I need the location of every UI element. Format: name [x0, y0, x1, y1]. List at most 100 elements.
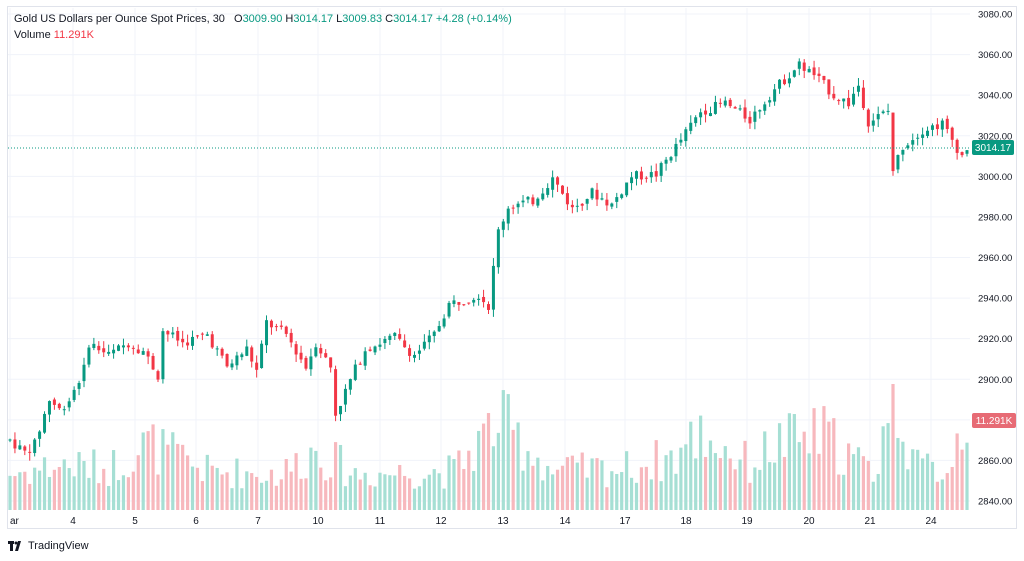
candle-body	[186, 342, 190, 346]
candle-body	[758, 110, 762, 112]
candle-body	[491, 265, 495, 310]
volume-bar	[541, 480, 545, 510]
candle-body	[117, 345, 121, 351]
volume-bar	[205, 454, 209, 510]
volume-value: 11.291K	[53, 29, 94, 41]
tradingview-attribution[interactable]: TradingView	[8, 540, 89, 552]
candle-body	[279, 325, 283, 327]
volume-bar	[363, 472, 367, 510]
candle-body	[620, 194, 624, 198]
volume-bar	[388, 475, 392, 510]
candle-body	[18, 445, 22, 450]
candle-body	[881, 111, 885, 114]
candle-body	[802, 62, 806, 71]
high-value: 3014.17	[293, 13, 334, 25]
x-tick-label: 5	[132, 516, 138, 527]
volume-bar	[279, 479, 283, 510]
candle-body	[945, 118, 949, 130]
candle-body	[378, 344, 382, 347]
y-tick-label: 2840.00	[978, 497, 1012, 508]
candle-body	[664, 159, 668, 164]
candle-body	[13, 439, 17, 449]
candle-body	[822, 75, 826, 81]
candle-body	[832, 93, 836, 99]
candle-body	[861, 87, 865, 109]
volume-bar	[343, 486, 348, 510]
candle-body	[334, 369, 338, 416]
last-volume-badge: 11.291K	[972, 413, 1016, 428]
volume-bar	[703, 456, 708, 510]
candle-body	[753, 111, 757, 122]
y-tick-label: 2900.00	[978, 375, 1012, 386]
candle-body	[585, 199, 589, 204]
candle-body	[654, 171, 658, 177]
candle-body	[269, 320, 273, 328]
candle-body	[812, 67, 816, 76]
candle-body	[329, 357, 333, 368]
volume-bar	[847, 443, 851, 510]
volume-bar	[57, 467, 61, 510]
volume-key[interactable]: Volume	[14, 29, 51, 41]
volume-bar	[274, 485, 278, 510]
candle-body	[324, 353, 328, 358]
volume-bar	[842, 474, 846, 510]
tradingview-brand: TradingView	[28, 540, 89, 552]
volume-bar	[348, 475, 352, 510]
candle-body	[950, 127, 954, 140]
candle-body	[467, 302, 471, 304]
candle-body	[314, 347, 318, 357]
volume-bar	[225, 472, 229, 510]
candle-body	[610, 203, 614, 207]
volume-bar	[689, 421, 693, 510]
candle-body	[738, 108, 742, 110]
candle-body	[782, 79, 786, 85]
volume-bar	[156, 474, 160, 510]
candle-body	[299, 352, 303, 360]
candle-body	[871, 120, 875, 126]
candle-body	[112, 349, 116, 354]
candle-body	[906, 145, 910, 149]
volume-bar	[398, 464, 402, 510]
candle-body	[432, 331, 436, 337]
candle-body	[708, 113, 712, 117]
volume-bar	[314, 450, 318, 510]
candle-body	[151, 355, 155, 370]
candle-body	[393, 332, 397, 336]
volume-bar	[77, 452, 81, 510]
candle-body	[506, 208, 510, 224]
x-tick-label: ar	[10, 516, 20, 527]
volume-bar	[13, 476, 17, 510]
volume-bar	[52, 469, 56, 510]
candle-body	[452, 300, 456, 304]
volume-bar	[245, 471, 249, 510]
volume-bar	[37, 470, 42, 510]
x-tick-label: 10	[312, 516, 324, 527]
candle-body	[210, 334, 214, 348]
candle-body	[131, 347, 135, 349]
candle-body	[8, 439, 12, 441]
volume-bar	[664, 455, 668, 510]
symbol-title[interactable]: Gold US Dollars per Ounce Spot Prices, 3…	[14, 13, 225, 25]
candle-body	[921, 134, 925, 138]
volume-bar	[713, 453, 718, 510]
candle-body	[876, 114, 880, 120]
time-axis[interactable]: ar 4 5 6 7 10 11 12 13 14 17 18 19 20 21 24	[10, 516, 937, 527]
volume-bar	[457, 450, 461, 510]
volume-bar	[526, 451, 530, 510]
volume-bar	[333, 442, 338, 510]
volume-bar	[299, 478, 303, 510]
price-axis[interactable]: 3080.00 3060.00 3040.00 3020.00 3000.00 2980.…	[978, 10, 1012, 508]
x-tick-label: 12	[435, 516, 447, 527]
candle-body	[605, 199, 609, 206]
volume-bar	[733, 469, 737, 510]
volume-bar	[590, 458, 594, 510]
volume-bar	[575, 462, 579, 510]
volume-legend: Volume 11.291K	[14, 29, 94, 41]
volume-bar	[906, 469, 910, 510]
volume-bar	[82, 461, 86, 510]
candle-body	[33, 439, 37, 454]
candle-body	[304, 357, 308, 369]
candle-body	[38, 431, 42, 439]
volume-bar	[210, 465, 214, 510]
